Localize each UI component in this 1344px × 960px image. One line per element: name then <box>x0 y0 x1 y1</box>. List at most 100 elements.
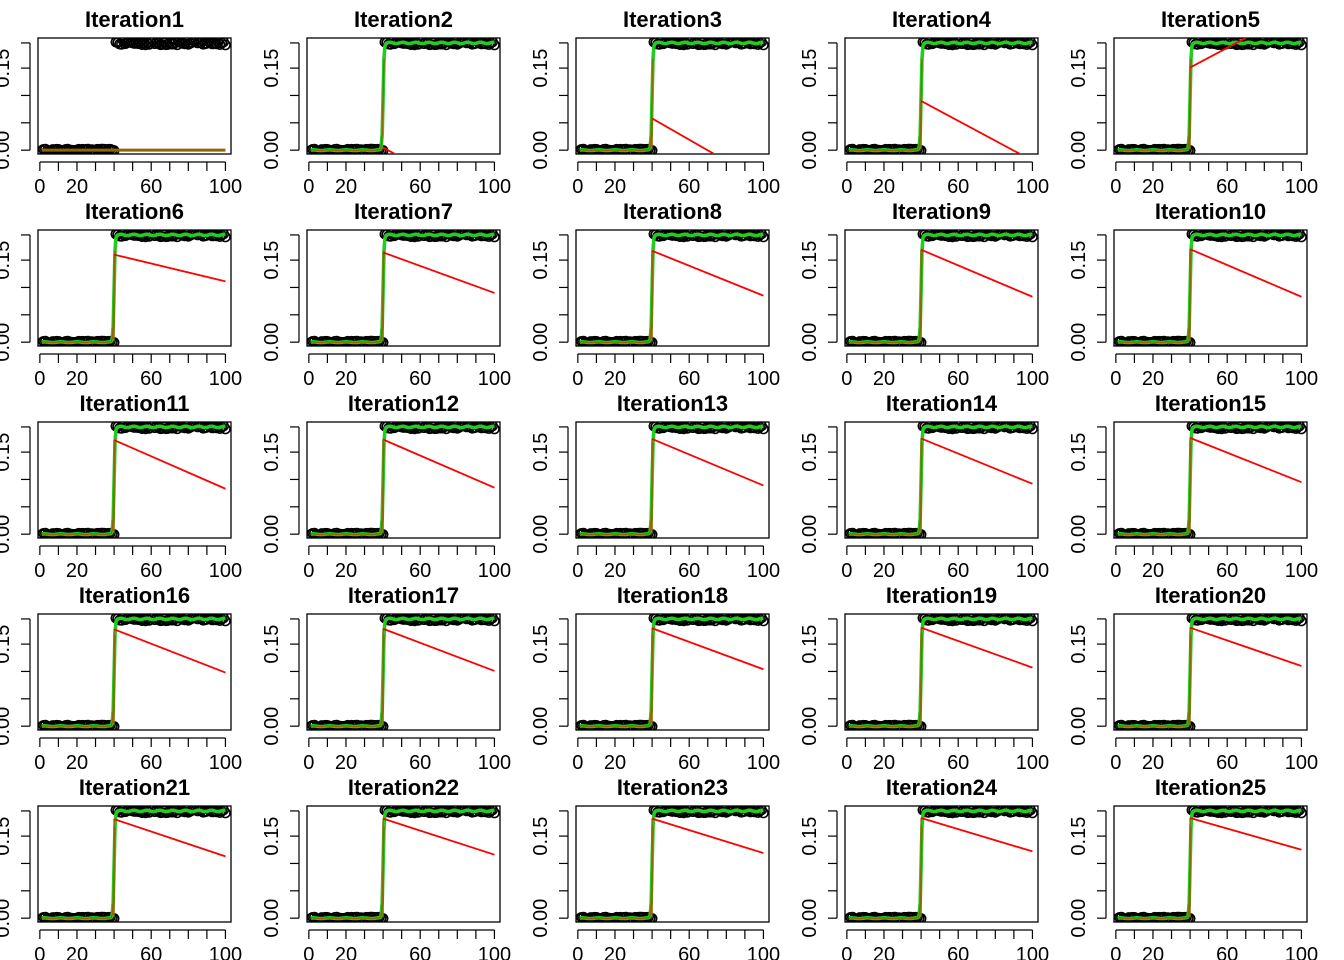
red-model-line <box>920 100 1022 154</box>
y-tick-label: 0.00 <box>0 131 14 170</box>
panel-title: Iteration19 <box>886 583 997 608</box>
x-tick-label: 100 <box>478 944 511 960</box>
x-tick-label: 20 <box>873 752 895 774</box>
plot-frame <box>844 421 1039 539</box>
green-fit-line <box>578 232 765 345</box>
plot-frame <box>1113 229 1308 347</box>
y-tick-label: 0.00 <box>1068 707 1090 746</box>
model-overlap-line <box>1117 634 1192 728</box>
x-tick-label: 60 <box>140 176 162 198</box>
x-tick-label: 0 <box>303 944 314 960</box>
panel-19: Iteration19 0 20 60 100 0.00 0.15 <box>799 583 1049 774</box>
y-tick-label: 0.00 <box>0 515 14 554</box>
green-fit-line <box>847 424 1034 537</box>
panel-title: Iteration3 <box>623 7 722 32</box>
x-tick-label: 0 <box>841 944 852 960</box>
x-tick-label: 60 <box>409 752 431 774</box>
y-tick-label: 0.00 <box>530 899 552 938</box>
panel-title: Iteration15 <box>1155 391 1266 416</box>
green-fit-line <box>40 232 227 345</box>
panel-23: Iteration23 0 20 60 100 0.00 0.15 <box>530 775 780 960</box>
x-tick-label: 100 <box>1285 368 1318 390</box>
panel-title: Iteration24 <box>886 775 998 800</box>
green-fit-line <box>40 616 227 729</box>
x-tick-label: 0 <box>572 176 583 198</box>
y-tick-label: 0.00 <box>799 899 821 938</box>
red-model-line <box>1189 626 1302 667</box>
x-tick-label: 60 <box>678 368 700 390</box>
plot-frame <box>844 37 1039 155</box>
panel-20: Iteration20 0 20 60 100 0.00 0.15 <box>1068 583 1318 774</box>
panel-11: Iteration11 0 20 60 100 0.00 0.15 <box>0 391 242 582</box>
x-tick-label: 60 <box>140 944 162 960</box>
y-tick-label: 0.15 <box>261 817 283 856</box>
model-overlap-line <box>310 58 385 152</box>
y-tick-label: 0.15 <box>0 433 14 472</box>
y-tick-label: 0.15 <box>0 625 14 664</box>
y-tick-label: 0.15 <box>799 241 821 280</box>
data-points <box>845 806 1038 922</box>
x-tick-label: 20 <box>335 944 357 960</box>
model-overlap-line <box>579 442 654 536</box>
y-tick-label: 0.00 <box>261 899 283 938</box>
red-model-line <box>920 817 1033 853</box>
y-tick-label: 0.00 <box>799 707 821 746</box>
x-tick-label: 20 <box>873 944 895 960</box>
x-tick-label: 60 <box>947 560 969 582</box>
y-tick-label: 0.00 <box>261 515 283 554</box>
x-tick-label: 20 <box>1142 176 1164 198</box>
x-tick-label: 60 <box>140 752 162 774</box>
panel-title: Iteration22 <box>348 775 459 800</box>
green-fit-line <box>578 808 765 921</box>
panel-22: Iteration22 0 20 60 100 0.00 0.15 <box>261 775 511 960</box>
data-points <box>576 422 769 538</box>
x-tick-label: 100 <box>209 752 242 774</box>
red-model-line <box>1189 248 1302 298</box>
x-tick-label: 0 <box>1110 944 1121 960</box>
x-tick-label: 60 <box>947 752 969 774</box>
plot-frame <box>306 37 501 155</box>
x-tick-label: 20 <box>335 368 357 390</box>
x-tick-label: 100 <box>747 752 780 774</box>
x-tick-label: 100 <box>1016 560 1049 582</box>
x-tick-label: 0 <box>1110 560 1121 582</box>
green-fit-line <box>309 616 496 729</box>
x-tick-label: 0 <box>303 368 314 390</box>
red-model-line <box>382 817 495 856</box>
red-model-line <box>382 438 495 489</box>
x-tick-label: 20 <box>604 944 626 960</box>
y-tick-label: 0.00 <box>261 131 283 170</box>
plot-frame <box>575 421 770 539</box>
x-tick-label: 100 <box>209 944 242 960</box>
panel-title: Iteration11 <box>79 391 189 416</box>
x-tick-label: 0 <box>34 176 45 198</box>
y-tick-label: 0.15 <box>799 433 821 472</box>
model-overlap-line <box>310 634 385 728</box>
y-tick-label: 0.00 <box>1068 131 1090 170</box>
x-tick-label: 20 <box>873 560 895 582</box>
panel-title: Iteration6 <box>85 199 184 224</box>
data-points <box>845 230 1038 346</box>
y-tick-label: 0.00 <box>530 515 552 554</box>
green-fit-line <box>1116 808 1303 921</box>
panel-5: Iteration5 0 20 60 100 0.00 0.15 <box>1068 7 1318 198</box>
data-points <box>1114 806 1307 922</box>
x-tick-label: 20 <box>1142 752 1164 774</box>
panel-15: Iteration15 0 20 60 100 0.00 0.15 <box>1068 391 1318 582</box>
y-tick-label: 0.15 <box>530 817 552 856</box>
green-fit-line <box>309 808 496 921</box>
model-overlap-line <box>579 826 654 920</box>
panel-title: Iteration8 <box>623 199 722 224</box>
plot-frame <box>575 613 770 731</box>
x-tick-label: 20 <box>1142 368 1164 390</box>
x-tick-label: 20 <box>873 176 895 198</box>
x-tick-label: 100 <box>1016 368 1049 390</box>
y-tick-label: 0.15 <box>261 241 283 280</box>
data-points <box>307 422 500 538</box>
red-model-line <box>651 117 716 154</box>
x-tick-label: 0 <box>34 944 45 960</box>
x-tick-label: 0 <box>34 368 45 390</box>
x-tick-label: 0 <box>841 560 852 582</box>
panel-title: Iteration4 <box>892 7 992 32</box>
panel-24: Iteration24 0 20 60 100 0.00 0.15 <box>799 775 1049 960</box>
